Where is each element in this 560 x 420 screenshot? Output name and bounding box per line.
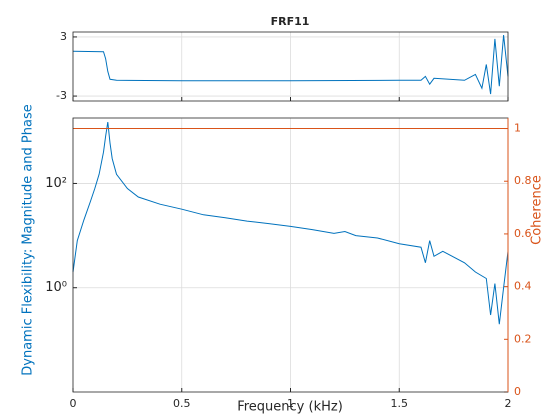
y2-tick-label: 0.8 — [514, 174, 532, 187]
x-tick-label: 1.5 — [391, 397, 409, 410]
x-tick-label: 2 — [505, 397, 512, 410]
y-tick-label: -3 — [56, 89, 67, 102]
axes-frame — [72, 31, 509, 102]
x-tick-label: 0 — [70, 397, 77, 410]
y2-tick-label: 0.2 — [514, 332, 532, 345]
y-tick-label: 3 — [60, 30, 67, 43]
y2-tick-label: 0.4 — [514, 280, 532, 293]
y-axis-label: Dynamic Flexibility: Magnitude and Phase — [21, 104, 36, 375]
series-line — [72, 122, 509, 325]
y-tick-label: 10² — [45, 176, 67, 191]
chart-title: FRF11 — [271, 15, 310, 28]
y2-tick-label: 1 — [514, 122, 521, 135]
y2-tick-label: 0.6 — [514, 227, 532, 240]
y2-tick-label: 0 — [514, 385, 521, 398]
series-line — [72, 34, 509, 95]
x-tick-label: 1 — [287, 397, 294, 410]
y2-axis-label: Coherence — [530, 175, 545, 245]
y-tick-label: 10⁰ — [45, 280, 67, 295]
x-axis-label: Frequency (kHz) — [237, 400, 343, 415]
x-tick-label: 0.5 — [173, 397, 191, 410]
